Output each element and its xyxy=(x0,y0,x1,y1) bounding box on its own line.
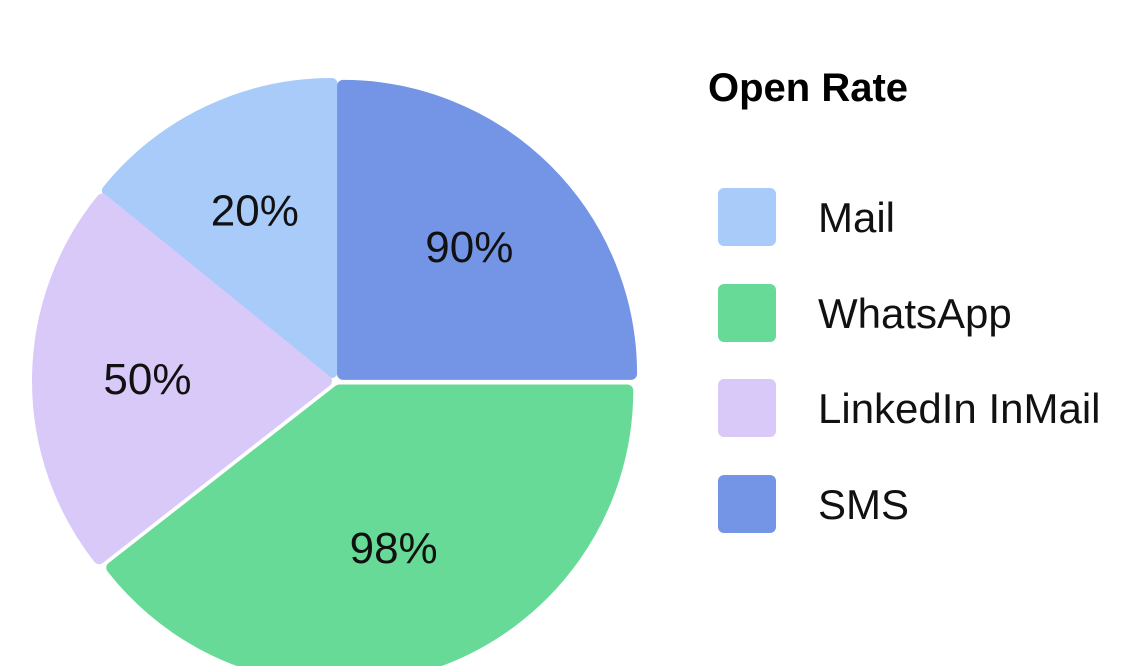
pie-slice-sms xyxy=(337,79,638,380)
legend-item-linkedin-inmail: LinkedIn InMail xyxy=(718,379,1134,437)
slice-label-sms: 90% xyxy=(425,223,513,272)
legend-label-mail: Mail xyxy=(818,194,896,241)
legend-item-sms: SMS xyxy=(718,475,1134,533)
pie-slices xyxy=(32,77,638,666)
pie-slice-mail xyxy=(101,77,338,378)
legend-label-sms: SMS xyxy=(818,481,910,528)
pie-slice-linkedin-inmail xyxy=(32,193,332,565)
slice-label-whatsapp: 98% xyxy=(350,524,438,573)
legend-swatch-whatsapp xyxy=(718,284,776,342)
legend-item-whatsapp: WhatsApp xyxy=(718,284,1134,342)
legend-swatch-linkedin-inmail xyxy=(718,379,776,437)
pie-slice-labels: 20% 90% 98% 50% xyxy=(103,186,513,573)
pie-slice-whatsapp xyxy=(106,384,634,666)
legend-label-whatsapp: WhatsApp xyxy=(818,290,1012,337)
legend-swatch-mail xyxy=(718,188,776,246)
legend-label-linkedin-inmail: LinkedIn InMail xyxy=(818,385,1101,432)
legend-title: Open Rate xyxy=(708,66,909,110)
slice-label-linkedin-inmail: 50% xyxy=(103,355,191,404)
legend-swatch-sms xyxy=(718,475,776,533)
legend-item-mail: Mail xyxy=(718,188,1134,246)
slice-label-mail: 20% xyxy=(211,186,299,235)
